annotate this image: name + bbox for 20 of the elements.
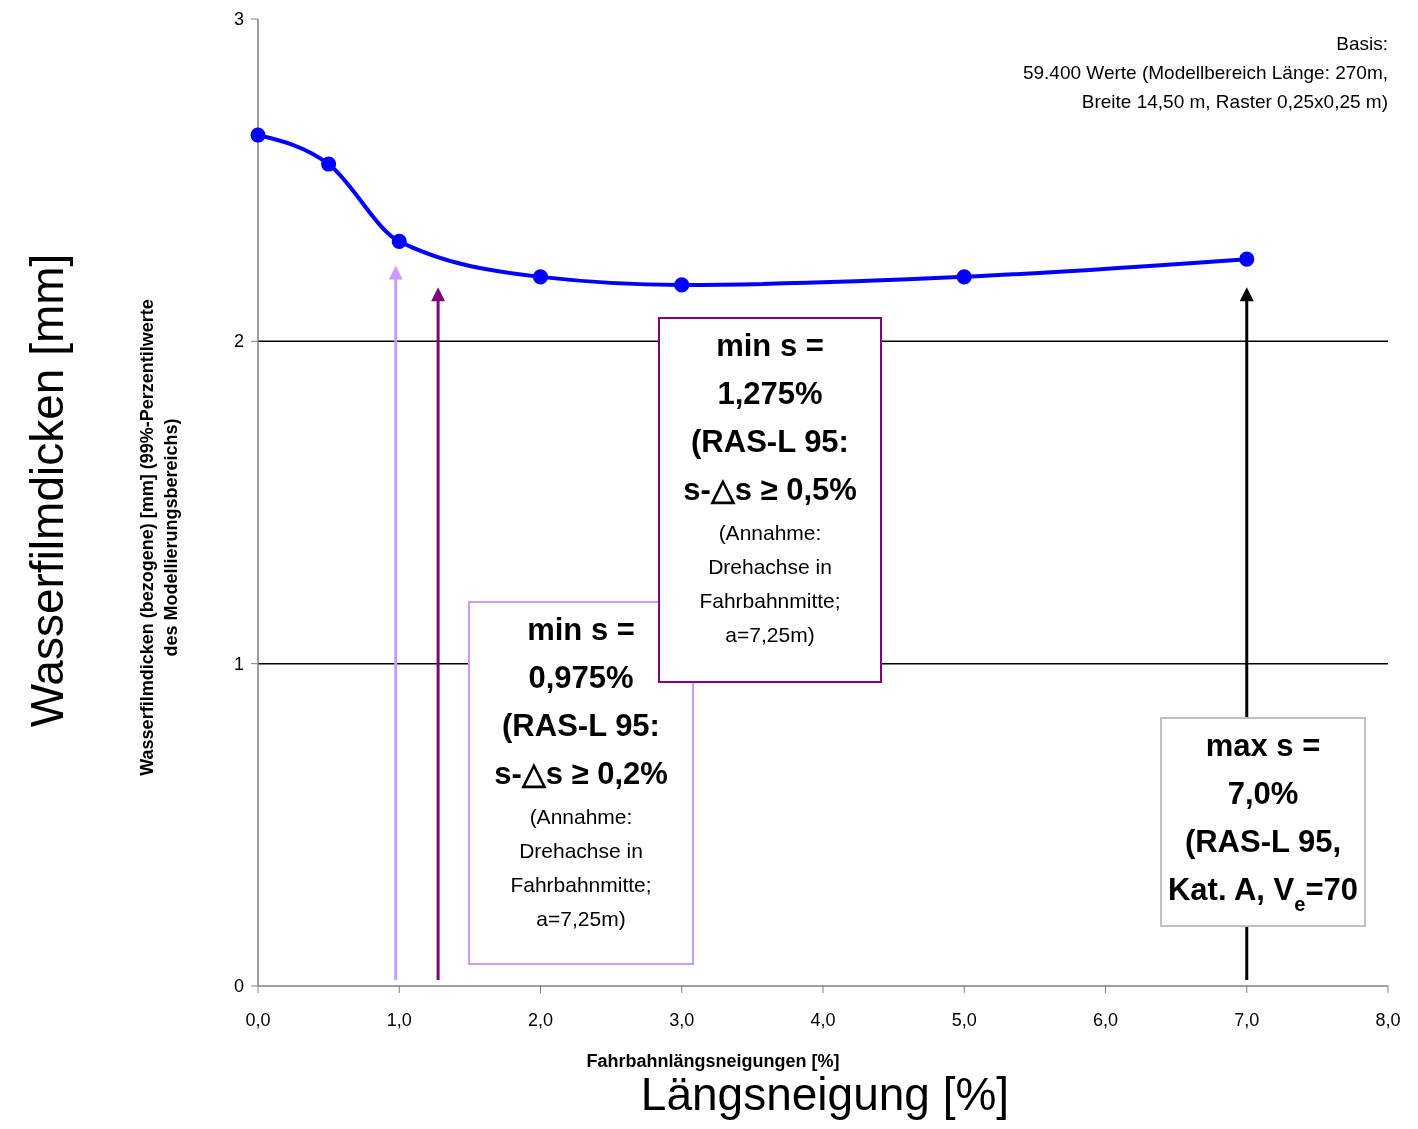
- x-tick-label: 5,0: [951, 1010, 977, 1030]
- x-tick-label: 1,0: [386, 1010, 412, 1030]
- x-tick-label: 0,0: [245, 1010, 271, 1030]
- y-tick-label: 3: [233, 9, 244, 29]
- annotation: min s = 0,975% (RAS-L 95: s-△s ≥ 0,2% (Annahme: Drehachse in Fahrbahnmitte; a=7,25m): [494, 612, 668, 930]
- annotation: Basis: 59.400 Werte (Modellbereich Länge: 270m, Breite 14,50 m, Raster 0,25x0,25 m): [1022, 33, 1388, 112]
- y-tick-label: 0: [233, 976, 244, 996]
- x-tick-label: 7,0: [1234, 1010, 1260, 1030]
- y-tick-label: 1: [233, 653, 244, 674]
- annotation: max s = 7,0% (RAS-L 95, Kat. A, V$_{e}$=70: [1167, 728, 1359, 915]
- x-tick-label: 4,0: [810, 1010, 836, 1030]
- x-tick-label: 2,0: [527, 1010, 554, 1030]
- text: Wasserfilmdicken [mm]: [21, 253, 73, 728]
- x-tick-label: 8,0: [1375, 1010, 1401, 1030]
- y-tick-label: 2: [233, 331, 244, 352]
- x-tick-label: 3,0: [669, 1010, 695, 1030]
- annotation: min s = 1,275% (RAS-L 95: s-△s ≥ 0,5% (Annahme: Drehachse in Fahrbahnmitte; a=7,25m): [683, 328, 857, 646]
- y-axis-title: Wasserfilmdicken (bezogene) [mm] (99%-Perzentilwerte des Modellierungsbereichs): [137, 299, 181, 776]
- x-tick-label: 6,0: [1092, 1010, 1119, 1030]
- x-axis-title: Fahrbahnlängsneigungen [%]: [586, 1051, 840, 1071]
